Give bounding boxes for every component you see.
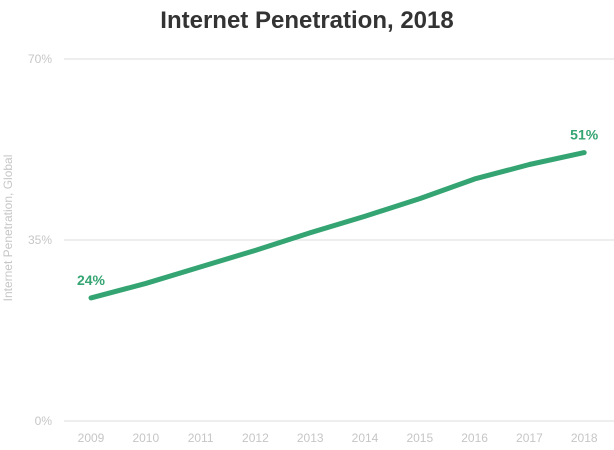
data-label: 24% (77, 272, 106, 288)
gridlines (64, 58, 614, 422)
series-group (88, 150, 587, 301)
x-tick-label: 2009 (78, 431, 105, 445)
x-tick-label: 2014 (352, 431, 379, 445)
x-tick-label: 2010 (132, 431, 159, 445)
x-tick-label: 2017 (516, 431, 543, 445)
x-tick-label: 2011 (188, 431, 214, 445)
chart-title: Internet Penetration, 2018 (160, 7, 454, 34)
y-axis-ticks: 0% 35% 70% (28, 52, 52, 428)
x-tick-label: 2016 (461, 431, 488, 445)
x-tick-label: 2015 (406, 431, 433, 445)
data-label: 51% (570, 127, 599, 143)
series-line-0 (88, 150, 587, 301)
x-tick-label: 2018 (571, 431, 598, 445)
x-tick-label: 2013 (297, 431, 324, 445)
y-axis-title: Internet Penetration, Global (1, 155, 15, 302)
x-tick-label: 2012 (242, 431, 269, 445)
y-tick-label: 35% (28, 233, 52, 247)
y-tick-label: 0% (35, 414, 53, 428)
x-axis-ticks: 2009 2010 2011 2012 2013 2014 2015 2016 2017 2018 (78, 431, 598, 445)
data-labels: 24% 51% (77, 127, 599, 288)
y-tick-label: 70% (28, 52, 52, 66)
